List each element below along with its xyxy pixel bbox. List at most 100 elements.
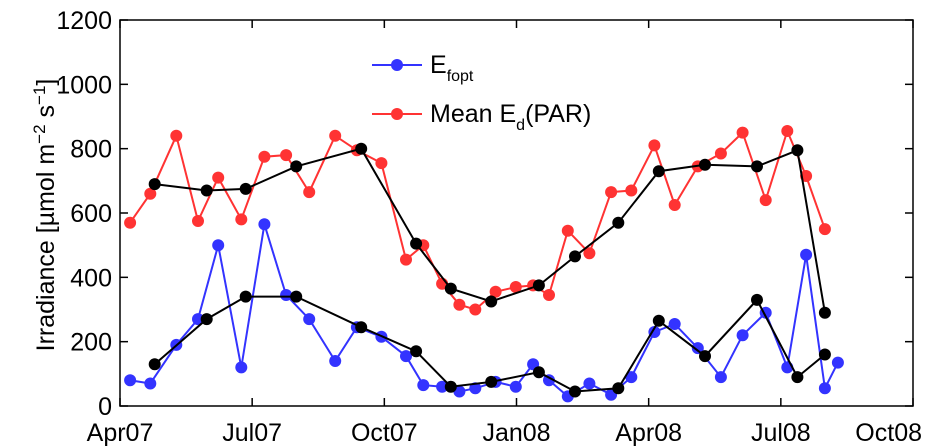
point-efopt-5	[235, 361, 248, 374]
point-efopt-22	[583, 377, 596, 390]
series-mean_ed_smooth	[148, 142, 831, 319]
point-efopt_smooth-5	[410, 345, 423, 358]
point-efopt-24	[625, 371, 638, 384]
point-efopt-32	[800, 248, 813, 261]
y-tick-label-1000: 1000	[56, 71, 112, 99]
point-efopt_smooth-4	[355, 321, 368, 334]
plot-frame	[119, 19, 914, 407]
point-mean_ed-15	[453, 298, 466, 311]
legend-efopt-main: E	[430, 51, 447, 79]
point-mean_ed_smooth-15	[818, 306, 831, 319]
point-mean_ed-1	[144, 187, 157, 200]
point-mean_ed_smooth-10	[612, 216, 625, 229]
legend-mean-ed-after: (PAR)	[525, 100, 591, 128]
y-axis-label-exp1: −2	[30, 124, 49, 143]
y-tick-label-0: 0	[98, 393, 112, 421]
point-mean_ed-6	[258, 150, 271, 163]
point-efopt-0	[124, 374, 137, 387]
point-mean_ed_smooth-14	[791, 144, 804, 157]
point-mean_ed-31	[781, 125, 794, 137]
point-mean_ed-29	[736, 126, 749, 139]
point-mean_ed_smooth-4	[355, 142, 368, 155]
legend-efopt-sub: fopt	[447, 68, 474, 85]
point-mean_ed-16	[469, 303, 482, 316]
y-tick-label-1200: 1200	[56, 7, 112, 35]
point-mean_ed-2	[170, 129, 183, 142]
legend-mean-ed-main: Mean E	[430, 100, 516, 128]
point-efopt_smooth-14	[791, 371, 804, 384]
point-efopt_smooth-9	[569, 385, 581, 398]
point-mean_ed_smooth-13	[751, 160, 763, 173]
point-efopt-16	[469, 382, 482, 395]
point-efopt-29	[736, 329, 749, 342]
legend: Efopt Mean Ed(PAR)	[372, 51, 591, 134]
point-mean_ed_smooth-5	[410, 237, 423, 250]
x-tick-label-Oct07: Oct07	[351, 419, 418, 447]
point-mean_ed-20	[543, 289, 555, 301]
series-mean_ed	[124, 125, 831, 316]
y-tick-label-400: 400	[70, 264, 112, 292]
point-efopt_smooth-1	[200, 313, 213, 326]
point-efopt_smooth-10	[612, 382, 625, 395]
point-efopt_smooth-12	[699, 350, 711, 363]
point-mean_ed_smooth-1	[200, 184, 213, 197]
point-efopt_smooth-13	[751, 293, 763, 306]
point-efopt-27	[691, 342, 704, 355]
point-efopt-34	[831, 356, 844, 369]
point-efopt_smooth-7	[485, 375, 498, 388]
y-axis-label-mid: s	[32, 105, 60, 124]
point-mean_ed_smooth-11	[652, 165, 665, 178]
point-efopt-3	[192, 313, 204, 326]
point-mean_ed_smooth-12	[699, 158, 711, 171]
point-mean_ed-5	[235, 213, 248, 226]
point-mean_ed-11	[375, 157, 388, 170]
point-mean_ed-18	[509, 281, 522, 293]
point-mean_ed-21	[561, 224, 574, 237]
point-mean_ed-22	[583, 247, 596, 260]
legend-mean-ed-marker	[391, 108, 403, 120]
point-mean_ed-33	[818, 223, 831, 236]
point-mean_ed-12	[400, 253, 412, 266]
point-efopt_smooth-8	[532, 366, 545, 379]
point-efopt-28	[714, 371, 727, 384]
point-efopt-4	[212, 239, 225, 252]
point-efopt-7	[280, 289, 293, 301]
y-axis-label-exp2: −1	[30, 86, 49, 105]
y-tick-label-600: 600	[70, 200, 112, 228]
point-efopt_smooth-15	[818, 348, 831, 361]
y-axis-label-end: ]	[32, 79, 60, 86]
point-mean_ed_smooth-6	[444, 282, 457, 295]
point-efopt-1	[144, 377, 157, 390]
series-line-mean_ed_smooth	[154, 147, 826, 313]
y-tick-label-200: 200	[70, 329, 112, 357]
axis-ticks: 0 200 400 600 800 1000 1200 Apr07 Jul07 Oct07 Jan0…	[56, 7, 922, 447]
point-efopt-13	[417, 379, 430, 392]
point-efopt_smooth-3	[290, 290, 303, 303]
point-efopt-12	[400, 350, 412, 363]
y-axis-label: Irradiance [µmol m−2 s−1]	[30, 79, 60, 352]
x-tick-label-Jan08: Jan08	[482, 419, 550, 447]
legend-efopt-label: Efopt	[430, 51, 474, 85]
legend-mean-ed-sub: d	[516, 117, 525, 134]
y-tick-label-800: 800	[70, 136, 112, 164]
y-axis-label-main: Irradiance [µmol m	[32, 144, 60, 352]
point-mean_ed-4	[212, 171, 225, 184]
point-efopt-8	[303, 313, 316, 326]
x-tick-label-Oct08: Oct08	[855, 419, 922, 447]
point-efopt-26	[668, 318, 681, 330]
point-mean_ed-0	[124, 216, 137, 229]
point-efopt_smooth-0	[148, 358, 161, 371]
point-efopt-18	[509, 380, 522, 393]
point-mean_ed-9	[329, 129, 342, 142]
point-mean_ed-24	[625, 184, 638, 197]
point-mean_ed-30	[759, 194, 772, 207]
point-efopt_smooth-11	[652, 314, 665, 327]
point-mean_ed-17	[489, 285, 502, 298]
legend-efopt-marker	[391, 59, 403, 71]
point-mean_ed-25	[648, 139, 661, 152]
point-efopt-33	[818, 382, 831, 395]
x-tick-label-Jul08: Jul08	[751, 419, 811, 447]
point-mean_ed-26	[668, 199, 681, 211]
x-tick-label-Apr08: Apr08	[615, 419, 682, 447]
